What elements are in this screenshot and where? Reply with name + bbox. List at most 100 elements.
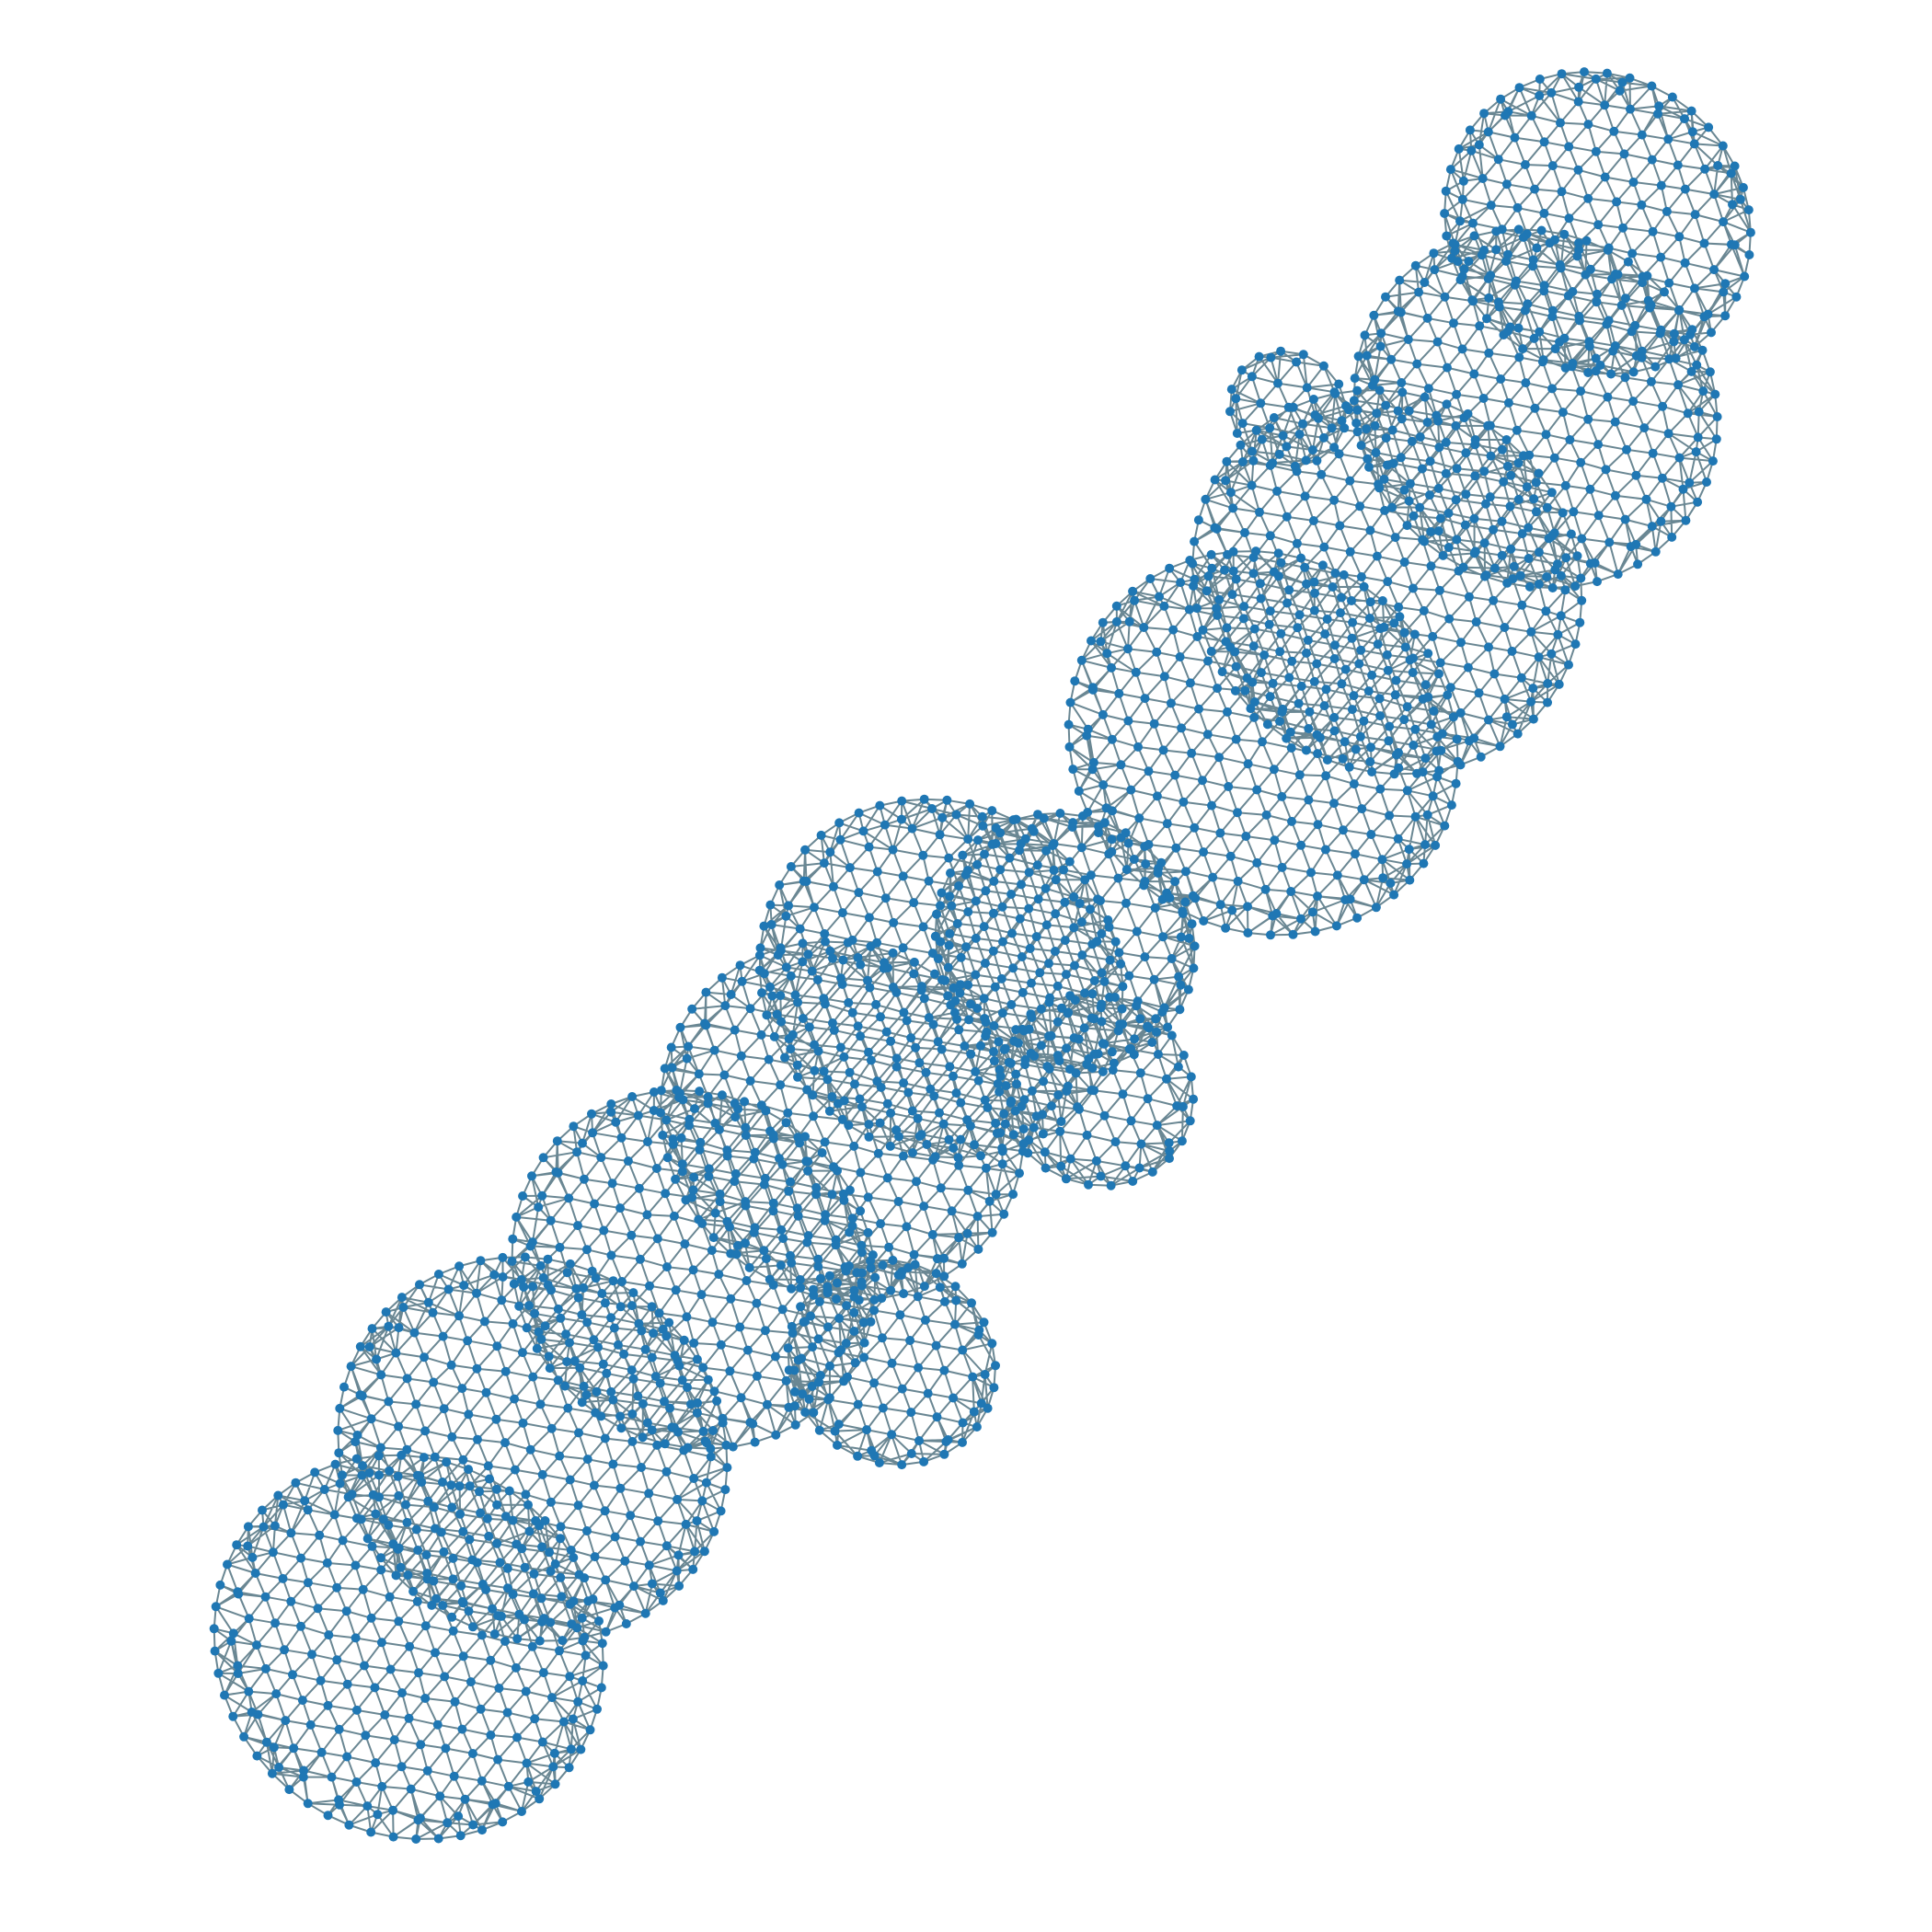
mesh-node [1185,1116,1195,1126]
mesh-node [1479,109,1489,119]
mesh-node [596,1153,606,1163]
mesh-node [1534,652,1544,662]
mesh-node [1008,1130,1018,1140]
mesh-node [601,1627,611,1637]
mesh-node [1468,218,1478,228]
mesh-node [1638,278,1648,288]
mesh-node [492,1341,502,1351]
mesh-node [1626,542,1636,552]
mesh-node [1243,759,1253,769]
mesh-node [335,1478,345,1489]
mesh-node [458,1651,468,1662]
mesh-node [546,1423,557,1433]
mesh-node [951,1088,961,1098]
mesh-node [594,1616,604,1626]
mesh-node [1237,457,1248,466]
mesh-node [562,1268,572,1278]
mesh-node [654,1308,664,1318]
mesh-node [518,1348,527,1358]
mesh-node [834,1420,844,1430]
mesh-node [560,1381,570,1391]
mesh-node [443,1284,454,1294]
mesh-node [482,1513,492,1524]
mesh-node [726,990,736,999]
mesh-node [286,1596,296,1606]
mesh-node [914,1363,924,1373]
mesh-node [954,1233,964,1243]
mesh-node [394,1490,404,1501]
mesh-node [839,1096,849,1106]
mesh-node [500,1438,510,1448]
mesh-node [1712,412,1722,421]
mesh-node [408,1586,419,1596]
mesh-node [1092,937,1102,947]
mesh-node [1658,401,1668,411]
mesh-node [987,806,997,816]
mesh-node [636,1536,646,1547]
mesh-node [1514,352,1524,362]
mesh-node [1448,712,1458,722]
mesh-node [730,1112,741,1122]
mesh-node [1087,636,1096,646]
mesh-node [1510,132,1520,143]
mesh-node [971,970,981,980]
mesh-node [405,1641,415,1651]
mesh-node [1107,1047,1117,1057]
mesh-node [582,1455,592,1465]
mesh-node [980,1370,990,1379]
mesh-node [958,1345,968,1355]
mesh-node [1432,772,1443,782]
mesh-node [1619,149,1629,159]
mesh-node [1365,525,1375,535]
mesh-node [520,1562,530,1572]
mesh-node [1464,257,1474,266]
mesh-node [674,1581,684,1591]
mesh-node [1417,464,1427,474]
mesh-node [1088,684,1098,695]
mesh-node [1348,617,1358,627]
mesh-node [521,1489,531,1500]
mesh-node [1516,673,1526,683]
mesh-node [439,1404,449,1414]
mesh-node [1359,716,1369,726]
mesh-node [847,1213,857,1224]
mesh-node [600,1506,610,1516]
mesh-node [1687,325,1697,335]
mesh-node [1435,658,1445,668]
mesh-node [762,1010,772,1020]
mesh-node [429,1502,439,1512]
mesh-node [492,1538,502,1548]
mesh-node [1082,1130,1092,1140]
mesh-node [1520,160,1530,169]
mesh-node [768,1206,778,1216]
mesh-node [922,1140,932,1149]
mesh-node [736,1393,746,1403]
mesh-node [1646,376,1656,386]
mesh-node [1369,310,1379,320]
mesh-node [561,1329,571,1340]
mesh-node [989,876,999,886]
mesh-node [582,1317,592,1328]
mesh-node [1185,678,1195,688]
mesh-node [809,1408,819,1418]
mesh-node [381,1307,391,1317]
mesh-node [394,1323,404,1333]
mesh-node [820,1215,830,1225]
mesh-node [856,1206,866,1216]
mesh-node [824,1271,834,1281]
mesh-node [952,919,962,928]
mesh-node [946,868,955,878]
mesh-node [786,971,796,981]
mesh-node [768,1130,778,1140]
mesh-node [344,1820,354,1830]
mesh-node [1547,384,1558,394]
mesh-node [854,808,864,818]
mesh-node [935,830,945,840]
mesh-node [989,1383,999,1393]
mesh-node [1452,389,1462,399]
mesh-node [600,1433,610,1443]
mesh-node [1162,1074,1171,1084]
mesh-node [1454,144,1464,154]
mesh-node [776,943,786,953]
mesh-node [768,1280,778,1290]
